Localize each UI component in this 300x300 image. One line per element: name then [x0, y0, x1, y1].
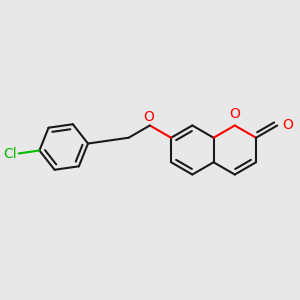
Text: Cl: Cl: [3, 147, 16, 161]
Text: O: O: [143, 110, 154, 124]
Text: O: O: [230, 107, 240, 121]
Text: O: O: [282, 118, 292, 133]
